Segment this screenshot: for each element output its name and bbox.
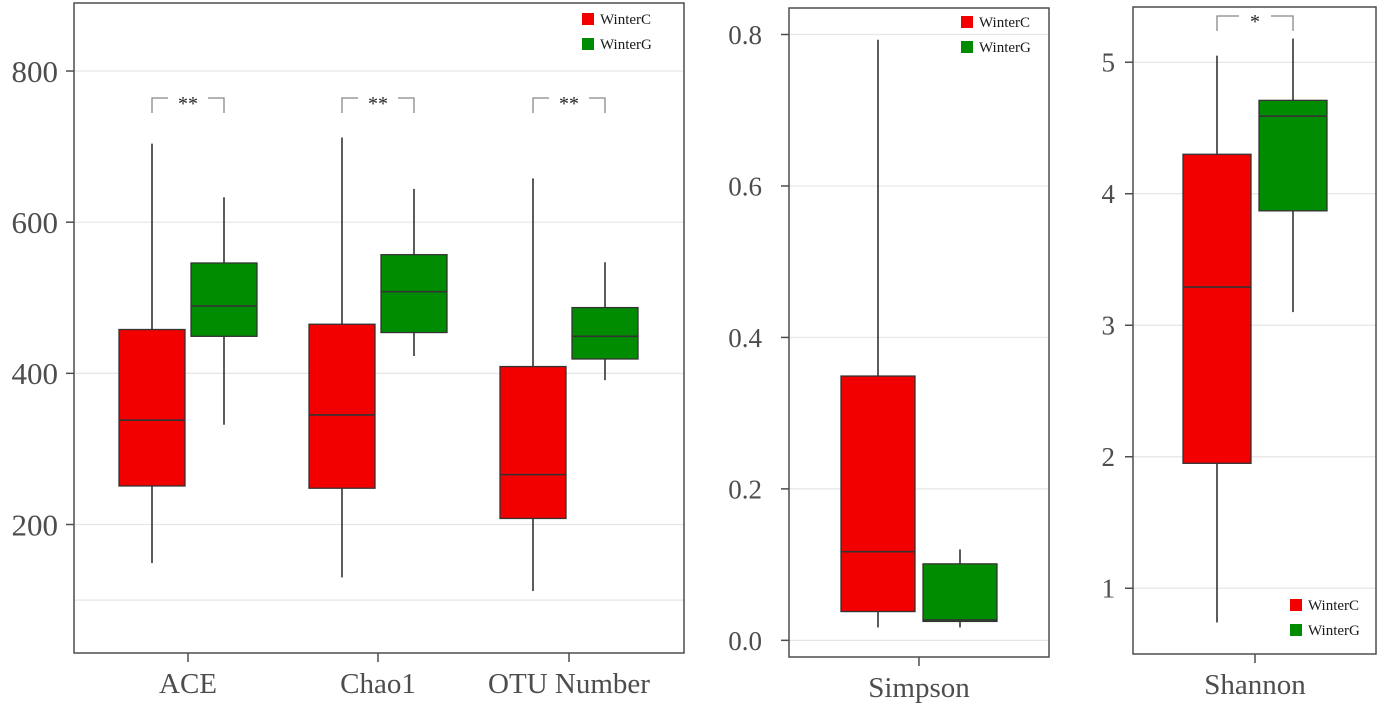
box-winterg-ace: [190, 197, 258, 425]
box-winterg-otu-number: [571, 262, 639, 381]
box-winterc-chao1: [308, 137, 376, 578]
y-tick-label: 0.4: [728, 323, 762, 353]
box-winterc-simpson: [840, 39, 916, 628]
box-winterg-simpson: [922, 549, 998, 628]
box-iqr: [840, 375, 916, 613]
box-winterg-shannon: [1258, 38, 1328, 313]
chart-panel-3: 1 2 3 4 5 Shannon * WinterC WinterG: [1102, 6, 1377, 701]
y-tick-label: 800: [12, 54, 59, 89]
legend-swatch-winterc: [961, 16, 973, 28]
legend-label-winterg: WinterG: [979, 40, 1031, 56]
bracket-left: [532, 97, 549, 113]
x-tick-label: Shannon: [1204, 669, 1306, 701]
y-tick-label: 200: [12, 507, 59, 542]
legend-label-winterg: WinterG: [600, 37, 652, 53]
chart-panel-1: 200 400 600 800 ACE Chao1 OTU Number ** ** ** Wint…: [12, 2, 685, 700]
bracket-right: [398, 97, 415, 113]
bracket-left: [151, 97, 168, 113]
legend-label-winterc: WinterC: [1308, 598, 1359, 614]
significance-bracket: *: [1216, 11, 1294, 33]
box-iqr: [1258, 99, 1328, 212]
significance-label: *: [1250, 11, 1260, 33]
y-tick-label: 2: [1102, 442, 1116, 472]
legend-swatch-winterg: [582, 38, 594, 50]
significance-bracket: **: [341, 93, 415, 115]
y-tick-label: 1: [1102, 574, 1116, 604]
box-iqr: [308, 323, 376, 489]
box-winterc-shannon: [1182, 55, 1252, 623]
box-winterc-ace: [118, 143, 186, 564]
bracket-right: [589, 97, 606, 113]
x-tick-label: Chao1: [340, 668, 416, 700]
plot-frame: [1132, 6, 1377, 655]
x-tick-label: OTU Number: [488, 668, 650, 700]
plot-frame: [788, 7, 1050, 658]
bracket-left: [341, 97, 358, 113]
significance-label: **: [368, 93, 388, 115]
legend-label-winterc: WinterC: [600, 12, 651, 28]
bracket-right: [1271, 15, 1294, 31]
plot-frame: [73, 2, 685, 654]
legend-swatch-winterc: [1290, 599, 1302, 611]
legend-swatch-winterc: [582, 13, 594, 25]
significance-label: **: [178, 93, 198, 115]
y-tick-label: 0.8: [728, 20, 762, 50]
significance-bracket: **: [532, 93, 606, 115]
legend-label-winterg: WinterG: [1308, 623, 1360, 639]
x-tick-label: ACE: [159, 668, 217, 700]
legend: WinterC WinterG: [961, 15, 1031, 56]
box-winterc-otu-number: [499, 178, 567, 592]
y-tick-label: 5: [1102, 48, 1116, 78]
bracket-right: [208, 97, 225, 113]
x-tick-label: Simpson: [868, 672, 970, 704]
significance-label: **: [559, 93, 579, 115]
significance-bracket: **: [151, 93, 225, 115]
box-iqr: [1182, 153, 1252, 464]
box-iqr: [922, 563, 998, 623]
y-tick-label: 3: [1102, 311, 1116, 341]
box-iqr: [380, 254, 448, 334]
legend-swatch-winterg: [1290, 624, 1302, 636]
y-tick-label: 0.6: [728, 171, 762, 201]
y-tick-label: 0.2: [728, 474, 762, 504]
box-winterg-chao1: [380, 188, 448, 356]
y-tick-label: 4: [1102, 179, 1116, 209]
legend-swatch-winterg: [961, 41, 973, 53]
legend: WinterC WinterG: [1290, 598, 1360, 639]
legend-label-winterc: WinterC: [979, 15, 1030, 31]
y-tick-label: 600: [12, 205, 59, 240]
chart-panel-2: 0.0 0.2 0.4 0.6 0.8 Simpson WinterC WinterG: [728, 7, 1050, 704]
y-tick-label: 0.0: [728, 626, 762, 656]
box-iqr: [118, 328, 186, 487]
box-iqr: [499, 365, 567, 520]
y-tick-label: 400: [12, 356, 59, 391]
legend: WinterC WinterG: [582, 12, 652, 53]
bracket-left: [1216, 15, 1239, 31]
box-iqr: [571, 306, 639, 360]
box-iqr: [190, 262, 258, 337]
